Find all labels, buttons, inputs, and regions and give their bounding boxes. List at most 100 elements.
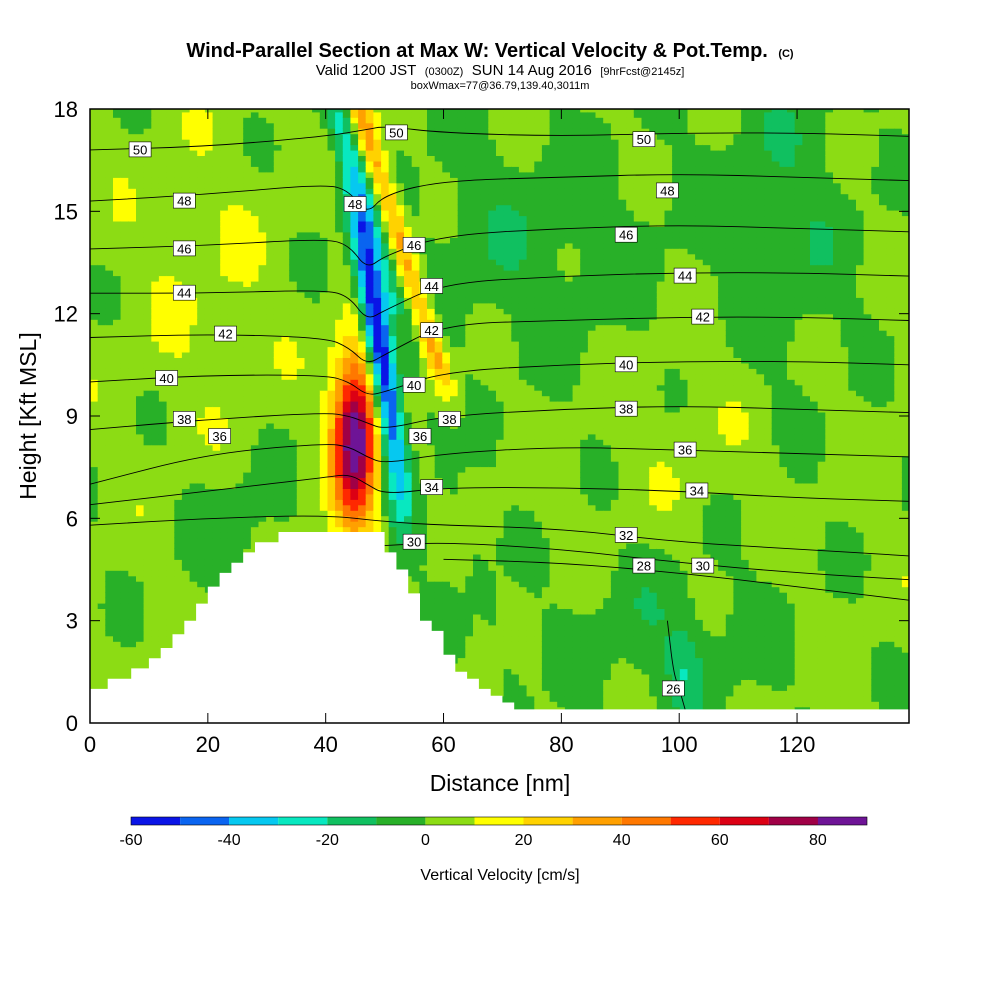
velocity-cell — [281, 477, 290, 484]
velocity-cell — [120, 641, 129, 648]
velocity-cell — [396, 548, 405, 555]
velocity-cell — [281, 466, 290, 473]
velocity-cell — [136, 608, 145, 615]
velocity-cell — [136, 166, 145, 173]
velocity-cell — [273, 526, 283, 533]
velocity-cell — [250, 259, 260, 266]
velocity-cell — [220, 504, 229, 511]
velocity-cell — [419, 515, 428, 522]
velocity-cell — [296, 493, 306, 500]
velocity-cell — [181, 570, 191, 577]
velocity-cell — [281, 226, 290, 233]
velocity-cell — [113, 504, 122, 511]
velocity-cell — [335, 291, 344, 298]
velocity-cell — [258, 242, 267, 249]
velocity-cell — [350, 319, 359, 326]
velocity-cell — [143, 613, 152, 620]
velocity-cell — [404, 264, 413, 271]
velocity-cell — [151, 641, 160, 648]
velocity-cell — [289, 133, 298, 140]
velocity-cell — [381, 395, 390, 402]
velocity-cell — [319, 390, 329, 397]
velocity-cell — [158, 248, 168, 255]
velocity-cell — [166, 433, 175, 440]
velocity-cell — [90, 155, 99, 162]
velocity-cell — [250, 248, 260, 255]
velocity-cell — [181, 542, 191, 549]
velocity-cell — [327, 171, 336, 178]
velocity-cell — [373, 324, 382, 331]
velocity-cell — [281, 504, 290, 511]
velocity-cell — [396, 384, 405, 391]
velocity-cell — [396, 461, 405, 468]
velocity-cell — [388, 351, 397, 358]
velocity-cell — [189, 253, 198, 260]
velocity-cell — [281, 291, 290, 298]
velocity-cell — [113, 379, 122, 386]
velocity-cell — [289, 182, 298, 189]
velocity-cell — [151, 341, 160, 348]
velocity-cell — [166, 401, 175, 408]
velocity-cell — [312, 362, 321, 369]
velocity-cell — [90, 144, 99, 151]
velocity-cell — [350, 139, 359, 146]
velocity-cell — [365, 117, 374, 124]
velocity-cell — [174, 177, 183, 184]
velocity-cell — [220, 368, 229, 375]
velocity-cell — [166, 166, 175, 173]
velocity-cell — [404, 450, 413, 457]
velocity-cell — [90, 537, 99, 544]
velocity-cell — [235, 455, 244, 462]
velocity-cell — [120, 275, 129, 282]
velocity-cell — [227, 259, 237, 266]
velocity-cell — [319, 242, 329, 249]
velocity-cell — [243, 488, 252, 495]
velocity-cell — [319, 149, 329, 156]
velocity-cell — [158, 444, 168, 451]
velocity-cell — [227, 111, 237, 118]
velocity-cell — [220, 346, 229, 353]
velocity-cell — [189, 188, 198, 195]
velocity-cell — [411, 308, 420, 315]
velocity-cell — [396, 504, 405, 511]
velocity-cell — [419, 259, 428, 266]
velocity-cell — [235, 515, 244, 522]
velocity-cell — [90, 346, 99, 353]
velocity-cell — [136, 439, 145, 446]
velocity-cell — [97, 592, 106, 599]
velocity-cell — [166, 133, 175, 140]
velocity-cell — [143, 592, 152, 599]
velocity-cell — [220, 357, 229, 364]
velocity-cell — [373, 461, 382, 468]
velocity-cell — [158, 542, 168, 549]
velocity-cell — [350, 264, 359, 271]
velocity-cell — [396, 493, 405, 500]
velocity-cell — [97, 493, 106, 500]
velocity-cell — [296, 109, 306, 113]
velocity-cell — [189, 602, 198, 609]
velocity-cell — [365, 297, 374, 304]
velocity-cell — [411, 226, 420, 233]
velocity-cell — [312, 324, 321, 331]
velocity-cell — [404, 302, 413, 309]
velocity-cell — [90, 619, 99, 626]
velocity-cell — [128, 466, 137, 473]
velocity-cell — [388, 504, 397, 511]
velocity-cell — [319, 117, 329, 124]
velocity-cell — [273, 308, 283, 315]
velocity-cell — [120, 160, 129, 167]
velocity-cell — [381, 144, 390, 151]
velocity-cell — [381, 330, 390, 337]
velocity-cell — [388, 109, 397, 113]
velocity-cell — [212, 570, 221, 577]
velocity-cell — [411, 210, 420, 217]
velocity-cell — [335, 270, 344, 277]
velocity-cell — [365, 270, 374, 277]
velocity-cell — [350, 210, 359, 217]
velocity-cell — [312, 177, 321, 184]
velocity-cell — [273, 537, 283, 544]
velocity-cell — [281, 220, 290, 227]
velocity-cell — [373, 155, 382, 162]
velocity-cell — [396, 286, 405, 293]
velocity-cell — [404, 275, 413, 282]
